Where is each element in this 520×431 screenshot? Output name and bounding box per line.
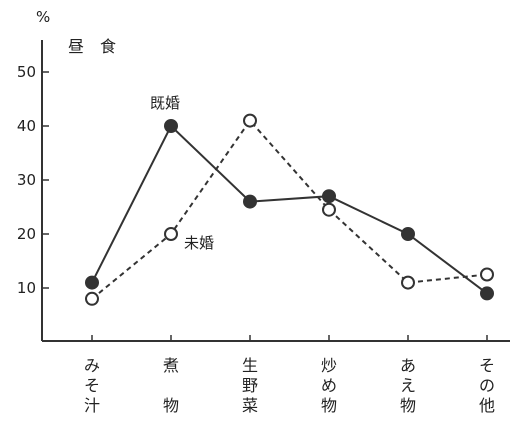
x-category-char: え <box>400 376 416 395</box>
x-category-char: 生 <box>242 356 258 375</box>
y-tick-label: 30 <box>17 171 36 189</box>
data-point-series-2 <box>85 291 99 306</box>
y-tick-label: 50 <box>17 63 36 81</box>
data-point-series-1 <box>85 275 99 290</box>
x-category-char: み <box>84 356 100 375</box>
x-axis-ticks <box>91 335 488 341</box>
data-point-series-2 <box>401 275 415 290</box>
x-category-char: 汁 <box>84 396 100 415</box>
x-category-char: 物 <box>400 396 416 415</box>
x-category-char: 炒 <box>321 356 337 375</box>
x-category-label: その他 <box>479 356 495 415</box>
x-category-label: 生野菜 <box>242 356 258 415</box>
x-category-label: 煮物 <box>163 356 179 415</box>
data-point-series-2 <box>480 267 494 282</box>
y-tick-label: 40 <box>17 117 36 135</box>
series-label-1: 既婚 <box>150 94 180 112</box>
series-points <box>85 113 494 306</box>
series-label-2: 未婚 <box>184 234 214 252</box>
x-category-char: の <box>479 376 495 395</box>
data-point-series-1 <box>164 119 178 133</box>
series-line-2 <box>91 118 488 300</box>
x-category-label: みそ汁 <box>84 356 100 415</box>
x-category-char: あ <box>400 356 416 375</box>
y-tick-label: 20 <box>17 225 36 243</box>
x-category-char: 物 <box>321 396 337 415</box>
data-point-series-2 <box>164 227 178 241</box>
y-axis-unit-label: % <box>36 8 50 26</box>
series-line-1 <box>91 124 488 295</box>
x-category-char: 物 <box>163 396 179 415</box>
chart-title: 昼 食 <box>68 37 116 56</box>
data-point-series-1 <box>243 194 257 209</box>
x-category-char: 菜 <box>242 396 258 415</box>
x-category-char: 野 <box>242 376 258 395</box>
data-point-series-2 <box>322 202 336 217</box>
series-lines <box>91 118 488 300</box>
x-category-char: め <box>321 376 337 395</box>
x-category-char: 他 <box>479 396 495 415</box>
y-tick-label: 10 <box>17 279 36 297</box>
x-category-label: 炒め物 <box>321 356 337 415</box>
y-axis-ticks: 10 20 30 40 50 <box>17 63 49 297</box>
x-category-char: 煮 <box>163 356 179 375</box>
data-point-series-1 <box>322 189 336 204</box>
x-category-char: そ <box>84 376 100 395</box>
data-point-series-1 <box>401 227 415 241</box>
x-category-char: そ <box>479 356 495 375</box>
x-category-label: あえ物 <box>400 356 416 415</box>
data-point-series-2 <box>243 113 257 128</box>
data-point-series-1 <box>480 286 494 301</box>
